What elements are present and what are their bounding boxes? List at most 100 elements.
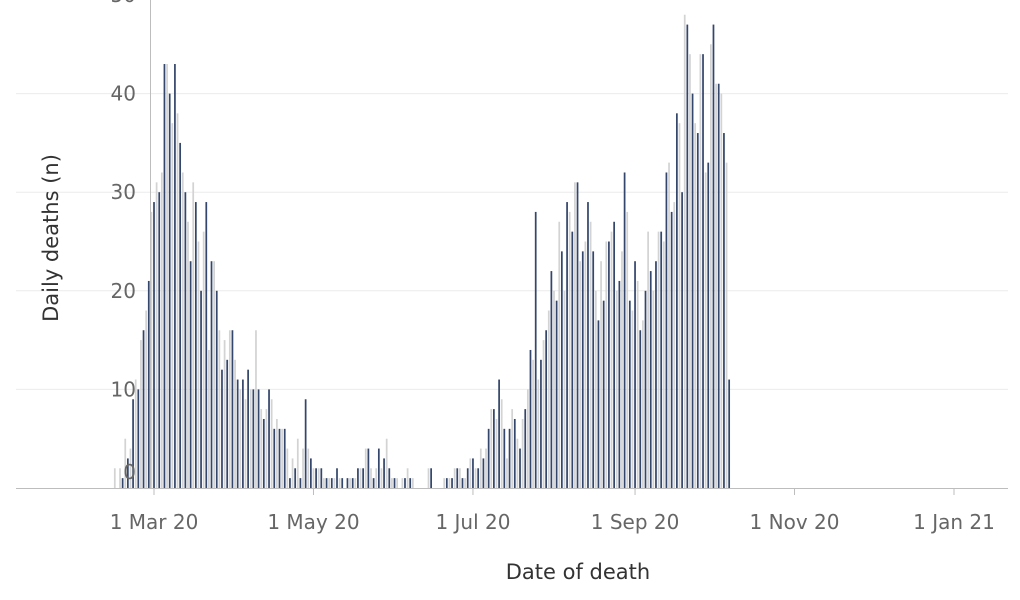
- bar-highlight: [336, 468, 338, 488]
- bar-highlight: [519, 448, 521, 488]
- bar-highlight: [236, 379, 239, 488]
- bar: [464, 478, 466, 488]
- bar: [155, 182, 158, 488]
- bar-highlight: [534, 211, 537, 489]
- bar: [542, 340, 545, 488]
- bar: [500, 399, 503, 488]
- bar: [140, 340, 142, 488]
- bar-highlight: [566, 202, 568, 488]
- x-tick-label: 1 Mar 20: [110, 510, 199, 534]
- bar-highlight: [581, 251, 584, 488]
- bar-highlight: [163, 64, 166, 489]
- bar-highlight: [242, 379, 244, 488]
- bar: [406, 468, 409, 488]
- bar-highlight: [289, 478, 291, 488]
- bar: [176, 113, 179, 488]
- bar-highlight: [461, 478, 464, 488]
- bar: [469, 458, 472, 488]
- bar-highlight: [231, 330, 234, 488]
- bar: [495, 418, 498, 488]
- bar-highlight: [540, 359, 542, 488]
- bar-highlight: [634, 261, 636, 488]
- bar: [537, 379, 540, 488]
- bar-highlight: [691, 93, 694, 488]
- bar: [359, 468, 362, 488]
- bar: [636, 280, 639, 488]
- bar: [317, 468, 320, 488]
- bar: [370, 468, 372, 488]
- bar: [621, 251, 623, 488]
- bar-highlight: [409, 478, 412, 488]
- bar: [270, 399, 273, 488]
- bar: [689, 54, 691, 488]
- bar: [171, 123, 174, 489]
- bar: [213, 261, 215, 488]
- bar-highlight: [221, 369, 223, 488]
- bar-highlight: [529, 349, 532, 488]
- bar-highlight: [388, 468, 391, 488]
- bar: [338, 478, 341, 488]
- bar: [506, 458, 508, 488]
- bar-highlight: [393, 478, 396, 488]
- y-tick-label: 20: [111, 279, 136, 303]
- bar: [302, 448, 304, 488]
- y-tick-label: 30: [111, 180, 136, 204]
- bar: [265, 409, 268, 488]
- bar: [401, 478, 404, 488]
- bar: [725, 162, 728, 488]
- bar-highlight: [670, 211, 673, 489]
- bar-highlight: [147, 280, 150, 488]
- bar-highlight: [346, 478, 349, 488]
- bar: [145, 310, 148, 488]
- bar: [192, 182, 195, 488]
- bar: [459, 468, 461, 488]
- bar-highlight: [498, 379, 500, 488]
- bar-highlight: [702, 54, 704, 488]
- x-tick-label: 1 Nov 20: [750, 510, 840, 534]
- bar: [255, 330, 257, 488]
- bar-highlight: [278, 428, 281, 488]
- bar-highlight: [430, 468, 432, 488]
- bar: [333, 478, 336, 488]
- bar: [323, 478, 325, 488]
- bar: [642, 320, 644, 488]
- bar: [239, 389, 242, 488]
- bar: [594, 290, 597, 488]
- bar: [657, 231, 660, 488]
- y-tick-label: 50: [111, 0, 136, 7]
- bar: [364, 448, 367, 488]
- bar: [574, 182, 576, 488]
- bar: [396, 478, 398, 488]
- bar: [673, 202, 676, 488]
- bar: [124, 438, 127, 488]
- bar-highlight: [555, 300, 558, 488]
- bar-highlight: [404, 478, 406, 488]
- bar-highlight: [456, 468, 459, 488]
- bar-highlight: [639, 330, 642, 488]
- bar-highlight: [174, 64, 176, 489]
- bar-highlight: [587, 202, 589, 488]
- bar-highlight: [351, 478, 354, 488]
- bar: [490, 409, 493, 488]
- bar-highlight: [696, 133, 699, 489]
- bar-highlight: [372, 478, 375, 488]
- bar: [260, 409, 263, 488]
- bar: [234, 359, 236, 488]
- bar: [605, 241, 608, 488]
- bar-highlight: [571, 231, 574, 488]
- bar-highlight: [482, 458, 485, 488]
- bar-highlight: [503, 428, 506, 488]
- bar-highlight: [597, 320, 600, 488]
- bar-highlight: [153, 202, 155, 488]
- x-tick-label: 1 Jan 21: [913, 510, 995, 534]
- bar: [668, 162, 670, 488]
- bar-highlight: [168, 93, 171, 488]
- bar: [208, 349, 210, 488]
- bar: [443, 478, 446, 488]
- bar: [563, 290, 566, 488]
- bar-highlight: [262, 418, 265, 488]
- bar: [615, 290, 618, 488]
- bar: [694, 123, 697, 489]
- bar: [119, 468, 121, 488]
